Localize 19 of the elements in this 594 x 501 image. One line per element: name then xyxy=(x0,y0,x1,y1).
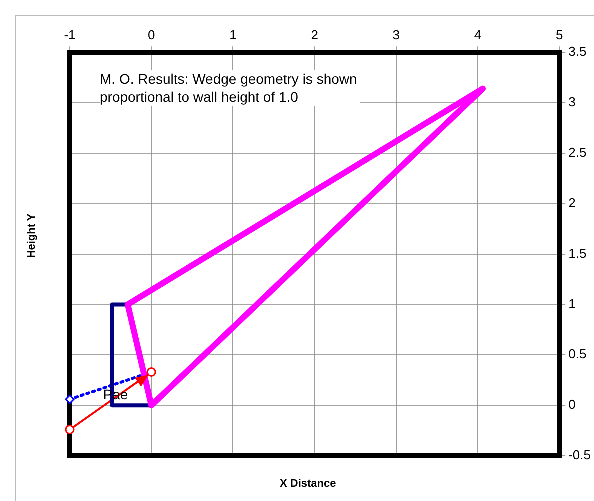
y-tick-label: 3.5 xyxy=(568,44,587,60)
x-tick-label: 5 xyxy=(556,27,564,42)
x-tick-label: 0 xyxy=(148,27,156,42)
y-tick-label: 0 xyxy=(568,397,576,412)
x-tick-label: 1 xyxy=(230,27,237,42)
x-axis-title: X Distance xyxy=(280,478,336,490)
y-tick-label: 1 xyxy=(568,296,576,312)
x-tick-label: 2 xyxy=(311,27,318,42)
y-tick-label: 3 xyxy=(568,94,576,110)
x-tick-label: 3 xyxy=(392,27,400,42)
y-tick-label: 2.5 xyxy=(568,145,587,160)
annotation: M. O. Results: Wedge geometry is shown proportional to wall height of 1.0 xyxy=(100,70,360,106)
y-tick-label: 2 xyxy=(568,195,576,210)
y-tick-label: -0.5 xyxy=(568,448,592,463)
x-tick-label: -1 xyxy=(64,27,76,42)
y-tick-label: 0.5 xyxy=(568,346,587,362)
x-tick-label: 4 xyxy=(474,27,482,42)
y-axis-title: Height Y xyxy=(26,214,38,258)
y-tick-label: 1.5 xyxy=(568,246,587,261)
